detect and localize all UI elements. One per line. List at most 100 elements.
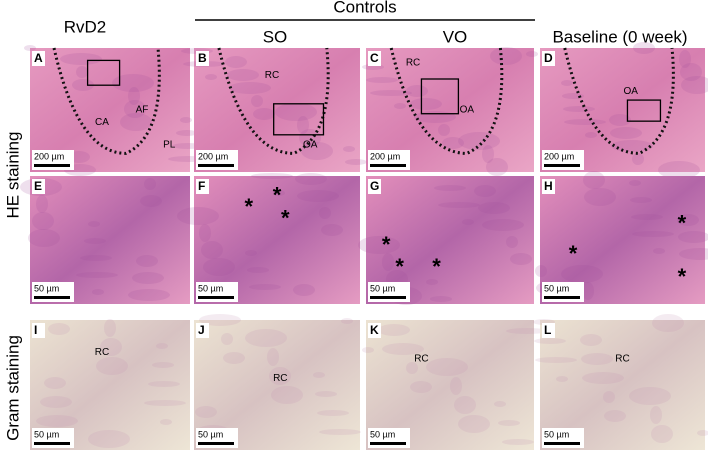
letter-bg xyxy=(196,179,209,194)
texture xyxy=(681,76,708,94)
region-label: RC xyxy=(273,373,287,384)
texture xyxy=(678,231,708,243)
texture xyxy=(604,410,626,422)
texture xyxy=(136,255,158,267)
texture xyxy=(535,357,577,363)
texture xyxy=(653,248,665,254)
scale-bar xyxy=(544,164,580,167)
texture xyxy=(24,45,36,51)
scale-bar xyxy=(370,442,406,445)
texture xyxy=(88,430,130,448)
texture xyxy=(72,79,94,91)
texture xyxy=(474,185,496,197)
texture xyxy=(561,265,603,283)
texture xyxy=(140,195,162,207)
texture xyxy=(478,202,510,214)
texture xyxy=(697,430,708,436)
texture xyxy=(362,347,374,353)
texture xyxy=(273,190,285,196)
texture xyxy=(482,219,524,231)
scale-label: 200 µm xyxy=(34,151,64,161)
texture xyxy=(148,381,180,387)
texture xyxy=(366,77,398,83)
texture xyxy=(44,377,66,389)
scale-label: 50 µm xyxy=(544,429,569,439)
asterisk: * xyxy=(569,241,578,266)
texture xyxy=(583,171,605,189)
asterisk: * xyxy=(273,182,282,207)
scale-label: 50 µm xyxy=(34,429,59,439)
texture xyxy=(88,221,100,227)
region-box xyxy=(420,78,460,115)
texture xyxy=(462,219,474,225)
texture xyxy=(144,400,186,406)
scale-label: 200 µm xyxy=(370,151,400,161)
texture xyxy=(124,100,146,118)
texture xyxy=(112,74,154,92)
texture xyxy=(32,212,54,230)
scale-label: 50 µm xyxy=(370,429,395,439)
tissue-outline xyxy=(563,47,675,155)
scale-label: 200 µm xyxy=(198,151,228,161)
texture xyxy=(156,343,168,349)
region-label: RC xyxy=(95,347,109,358)
texture xyxy=(581,353,613,365)
texture xyxy=(580,334,602,346)
texture xyxy=(510,253,532,265)
row-label: Gram staining xyxy=(3,335,22,441)
scale-label: 50 µm xyxy=(198,429,223,439)
texture xyxy=(96,357,128,375)
texture xyxy=(632,153,644,165)
panel-letter: F xyxy=(198,179,205,193)
texture xyxy=(534,338,566,344)
texture xyxy=(535,265,547,277)
asterisk: * xyxy=(281,205,290,230)
texture xyxy=(629,387,671,405)
texture xyxy=(564,119,606,125)
letter-bg xyxy=(368,51,381,66)
asterisk: * xyxy=(244,194,253,219)
texture xyxy=(506,328,548,334)
texture xyxy=(128,289,170,301)
texture xyxy=(378,324,410,336)
texture xyxy=(584,188,616,206)
texture xyxy=(582,372,624,384)
texture xyxy=(301,142,333,160)
texture xyxy=(633,42,655,54)
texture xyxy=(490,47,522,65)
texture xyxy=(199,314,241,326)
texture xyxy=(502,439,534,445)
texture xyxy=(652,314,684,332)
texture xyxy=(631,214,663,220)
letter-bg xyxy=(32,51,45,66)
column-header: SO xyxy=(263,27,288,46)
texture xyxy=(442,137,464,149)
texture xyxy=(251,95,263,107)
texture xyxy=(458,415,490,433)
texture xyxy=(679,50,691,68)
texture xyxy=(434,185,466,191)
texture xyxy=(293,284,315,296)
texture xyxy=(229,82,271,94)
texture xyxy=(297,190,339,202)
region-label: OA xyxy=(460,105,475,116)
letter-bg xyxy=(368,323,381,338)
asterisk: * xyxy=(432,254,441,279)
panel-letter: I xyxy=(34,323,37,337)
texture xyxy=(609,114,631,126)
scale-label: 200 µm xyxy=(544,151,574,161)
texture xyxy=(430,296,452,302)
texture xyxy=(317,410,349,416)
texture xyxy=(48,323,70,335)
texture xyxy=(203,258,235,276)
letter-bg xyxy=(542,323,555,338)
scale-bar xyxy=(544,296,580,299)
scale-bar xyxy=(544,442,580,445)
scale-label: 50 µm xyxy=(34,283,59,293)
texture xyxy=(315,391,337,397)
texture xyxy=(454,396,476,414)
texture xyxy=(221,333,233,345)
texture xyxy=(450,377,462,395)
texture xyxy=(249,284,281,290)
